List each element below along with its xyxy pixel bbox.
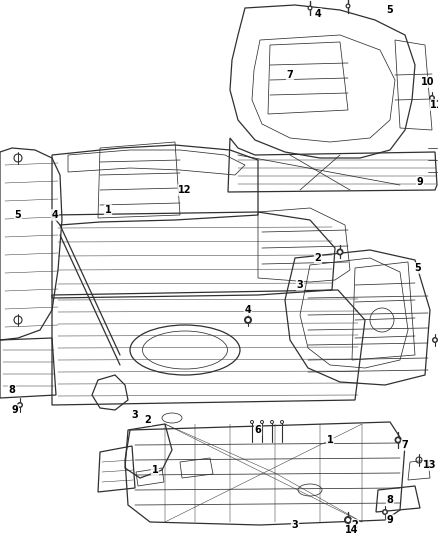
Circle shape	[338, 251, 342, 254]
Circle shape	[244, 316, 252, 324]
Circle shape	[344, 516, 352, 524]
Circle shape	[270, 420, 274, 424]
Text: 9: 9	[387, 515, 393, 525]
Text: 2: 2	[352, 520, 358, 530]
Text: 5: 5	[387, 5, 393, 15]
Text: 5: 5	[415, 263, 421, 273]
Circle shape	[246, 318, 250, 322]
Circle shape	[250, 420, 254, 424]
Text: 4: 4	[52, 210, 58, 220]
Text: 8: 8	[9, 385, 15, 395]
Circle shape	[18, 403, 21, 407]
Text: 7: 7	[402, 440, 408, 450]
Text: 1: 1	[327, 435, 333, 445]
Circle shape	[429, 95, 435, 101]
Text: 1: 1	[105, 205, 111, 215]
Text: 9: 9	[12, 405, 18, 415]
Text: 4: 4	[314, 9, 321, 19]
Text: 3: 3	[132, 410, 138, 420]
Circle shape	[431, 96, 434, 100]
Text: 4: 4	[245, 305, 251, 315]
Circle shape	[432, 337, 438, 343]
Circle shape	[382, 509, 388, 515]
Circle shape	[395, 437, 402, 443]
Text: 10: 10	[421, 77, 435, 87]
Text: 9: 9	[417, 177, 424, 187]
Text: 1: 1	[152, 465, 159, 475]
Circle shape	[384, 511, 386, 513]
Text: 2: 2	[314, 253, 321, 263]
Text: 11: 11	[430, 100, 438, 110]
Text: 6: 6	[254, 425, 261, 435]
Text: 5: 5	[14, 210, 21, 220]
Text: 12: 12	[178, 185, 192, 195]
Circle shape	[17, 402, 23, 408]
Circle shape	[280, 420, 284, 424]
Circle shape	[260, 420, 264, 424]
Circle shape	[281, 421, 283, 423]
Text: 13: 13	[423, 460, 437, 470]
Text: 14: 14	[345, 525, 359, 533]
Text: 3: 3	[292, 520, 298, 530]
Text: 7: 7	[286, 70, 293, 80]
Circle shape	[434, 338, 437, 342]
Circle shape	[346, 4, 350, 9]
Circle shape	[336, 248, 343, 255]
Circle shape	[251, 421, 253, 423]
Circle shape	[347, 5, 349, 7]
Circle shape	[271, 421, 273, 423]
Text: 2: 2	[145, 415, 152, 425]
Text: 8: 8	[387, 495, 393, 505]
Circle shape	[396, 438, 400, 442]
Circle shape	[346, 518, 350, 522]
Circle shape	[261, 421, 263, 423]
Circle shape	[307, 5, 312, 11]
Circle shape	[309, 7, 311, 9]
Text: 3: 3	[297, 280, 304, 290]
